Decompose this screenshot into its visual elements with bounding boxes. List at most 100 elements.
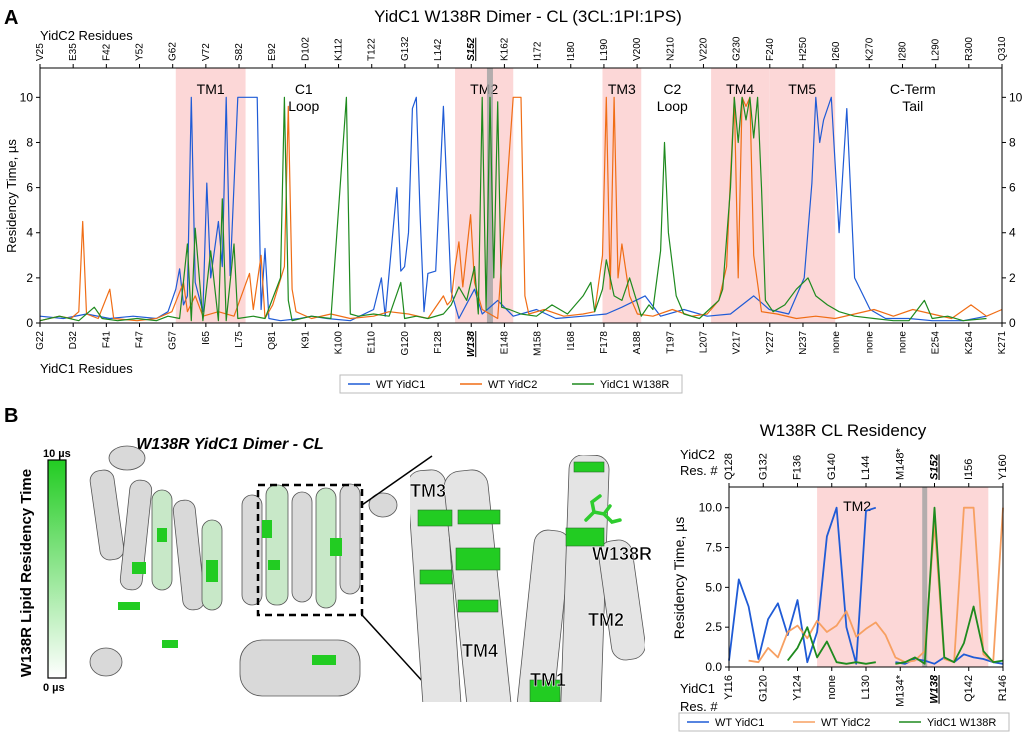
region-label: C2 (663, 81, 681, 97)
top-tick-label: L190 (599, 38, 610, 61)
series-line (786, 626, 876, 665)
panel-a-plot-frame (39, 67, 1003, 324)
panel-a: A YidC1 W138R Dimer - CL (3CL:1PI:1PS) Y… (4, 7, 1023, 394)
lipid-contact-patch (162, 640, 178, 648)
zoom-patch (573, 461, 605, 473)
top-tick-label: H250 (798, 37, 809, 61)
helix (265, 484, 289, 606)
top-tick-label: L290 (931, 38, 942, 61)
panel-b: B W138R Lipid Residency Time 10 µs 0 µs … (4, 405, 1010, 732)
y-tick-label-right: 8 (1009, 135, 1016, 149)
x-tick-label: F178 (599, 331, 610, 354)
zoom-patch (455, 547, 501, 571)
region-label: TM2 (470, 81, 498, 97)
x-tick-label: A188 (632, 331, 643, 355)
top-tick-label: I260 (831, 41, 842, 61)
y-tick-label: 2 (26, 271, 33, 285)
panel-b-legend: WT YidC1 WT YidC2 YidC1 W138R (678, 712, 1010, 732)
helix-label: TM2 (588, 610, 624, 630)
panel-b-series (728, 506, 1004, 665)
x-tick-label: G57 (168, 331, 179, 350)
lipid-contact-patch (118, 602, 140, 610)
top-tick-label: E35 (68, 43, 79, 61)
legend-entry: WT YidC1 (715, 717, 764, 729)
top-tick-label: Q128 (723, 453, 735, 480)
panel-b-label: B (4, 405, 18, 427)
lipid-contact-patch (132, 562, 146, 574)
x-tick-label: L130 (860, 675, 872, 699)
legend-entry: WT YidC1 (376, 379, 425, 391)
x-tick-label: F128 (433, 331, 444, 354)
x-tick-label: D32 (68, 331, 79, 350)
top-tick-label: L142 (433, 38, 444, 61)
panel-a-legend: WT YidC1 WT YidC2 YidC1 W138R (339, 374, 683, 394)
panel-b-bottom-axis-label-1: YidC1 (680, 681, 715, 696)
panel-b-chart-title: W138R CL Residency (760, 421, 927, 440)
zoom-loop (598, 539, 645, 661)
y-tick-label-right: 0 (1009, 316, 1016, 330)
zoom-helix-tm3 (443, 469, 512, 702)
y-tick-label-right: 4 (1009, 226, 1016, 240)
legend-entry: WT YidC2 (821, 717, 870, 729)
top-tick-label: K112 (334, 38, 345, 61)
x-tick-label: F41 (101, 331, 112, 349)
x-tick-label: W138 (466, 331, 477, 358)
y-tick-label: 0.0 (705, 660, 722, 674)
helix (239, 639, 361, 697)
panel-b-y-axis-label: Residency Time, µs (671, 517, 687, 639)
top-tick-label: N210 (665, 37, 676, 61)
x-tick-label: K264 (964, 331, 975, 355)
zoom-patch (565, 527, 605, 547)
top-tick-label: K270 (864, 37, 875, 61)
top-tick-label: T122 (367, 38, 378, 61)
zoom-patch (457, 509, 501, 525)
x-tick-label: I65 (201, 331, 212, 345)
x-tick-label: V217 (732, 331, 743, 355)
zoom-helix-tm1 (515, 529, 571, 702)
lipid-contact-patch (262, 520, 272, 538)
panel-b-top-axis-label-2: Res. # (680, 463, 718, 478)
panel-b-highlight (922, 487, 928, 667)
x-tick-label: G22 (35, 331, 46, 350)
colorbar-min-label: 0 µs (43, 682, 65, 694)
lipid-contact-patch (330, 538, 342, 556)
series-line (748, 506, 1004, 664)
legend-entry: YidC1 W138R (600, 379, 669, 391)
lipid-contact-patch (206, 560, 218, 582)
x-tick-label: F47 (135, 331, 146, 349)
helix (339, 483, 361, 595)
top-tick-label: V25 (35, 43, 46, 61)
x-tick-label: Q142 (963, 675, 975, 702)
region-sublabel: Tail (902, 98, 923, 114)
top-tick-label: Y160 (997, 454, 1009, 480)
x-tick-label: N237 (798, 331, 809, 355)
top-tick-label: I180 (566, 41, 577, 61)
helix-end (108, 445, 146, 471)
lipid-contact-patch (268, 560, 280, 570)
region-label: TM4 (726, 81, 754, 97)
x-tick-label: K271 (997, 331, 1008, 355)
top-tick-label: V200 (632, 37, 643, 61)
x-tick-label: R146 (997, 675, 1009, 701)
series-line (39, 96, 987, 322)
x-tick-label: G120 (757, 675, 769, 702)
top-tick-label: V220 (698, 37, 709, 61)
x-tick-label: L75 (234, 331, 245, 348)
y-tick-label: 0 (26, 316, 33, 330)
region-label: TM3 (608, 81, 636, 97)
top-tick-label: I280 (897, 41, 908, 61)
top-tick-label: V72 (201, 43, 212, 61)
zoom-patch (457, 599, 499, 613)
x-tick-label: K100 (334, 331, 345, 355)
panel-a-y-axis-label: Residency Time, µs (4, 139, 19, 253)
legend-box (678, 712, 1010, 732)
y-tick-label: 10.0 (699, 501, 723, 515)
helix (89, 469, 125, 561)
x-tick-label: M134* (894, 674, 906, 707)
legend-entry: YidC1 W138R (927, 717, 996, 729)
y-tick-label: 2.5 (705, 620, 722, 634)
x-tick-label: I168 (566, 331, 577, 351)
top-tick-label: K162 (499, 37, 510, 61)
helix (119, 479, 153, 591)
